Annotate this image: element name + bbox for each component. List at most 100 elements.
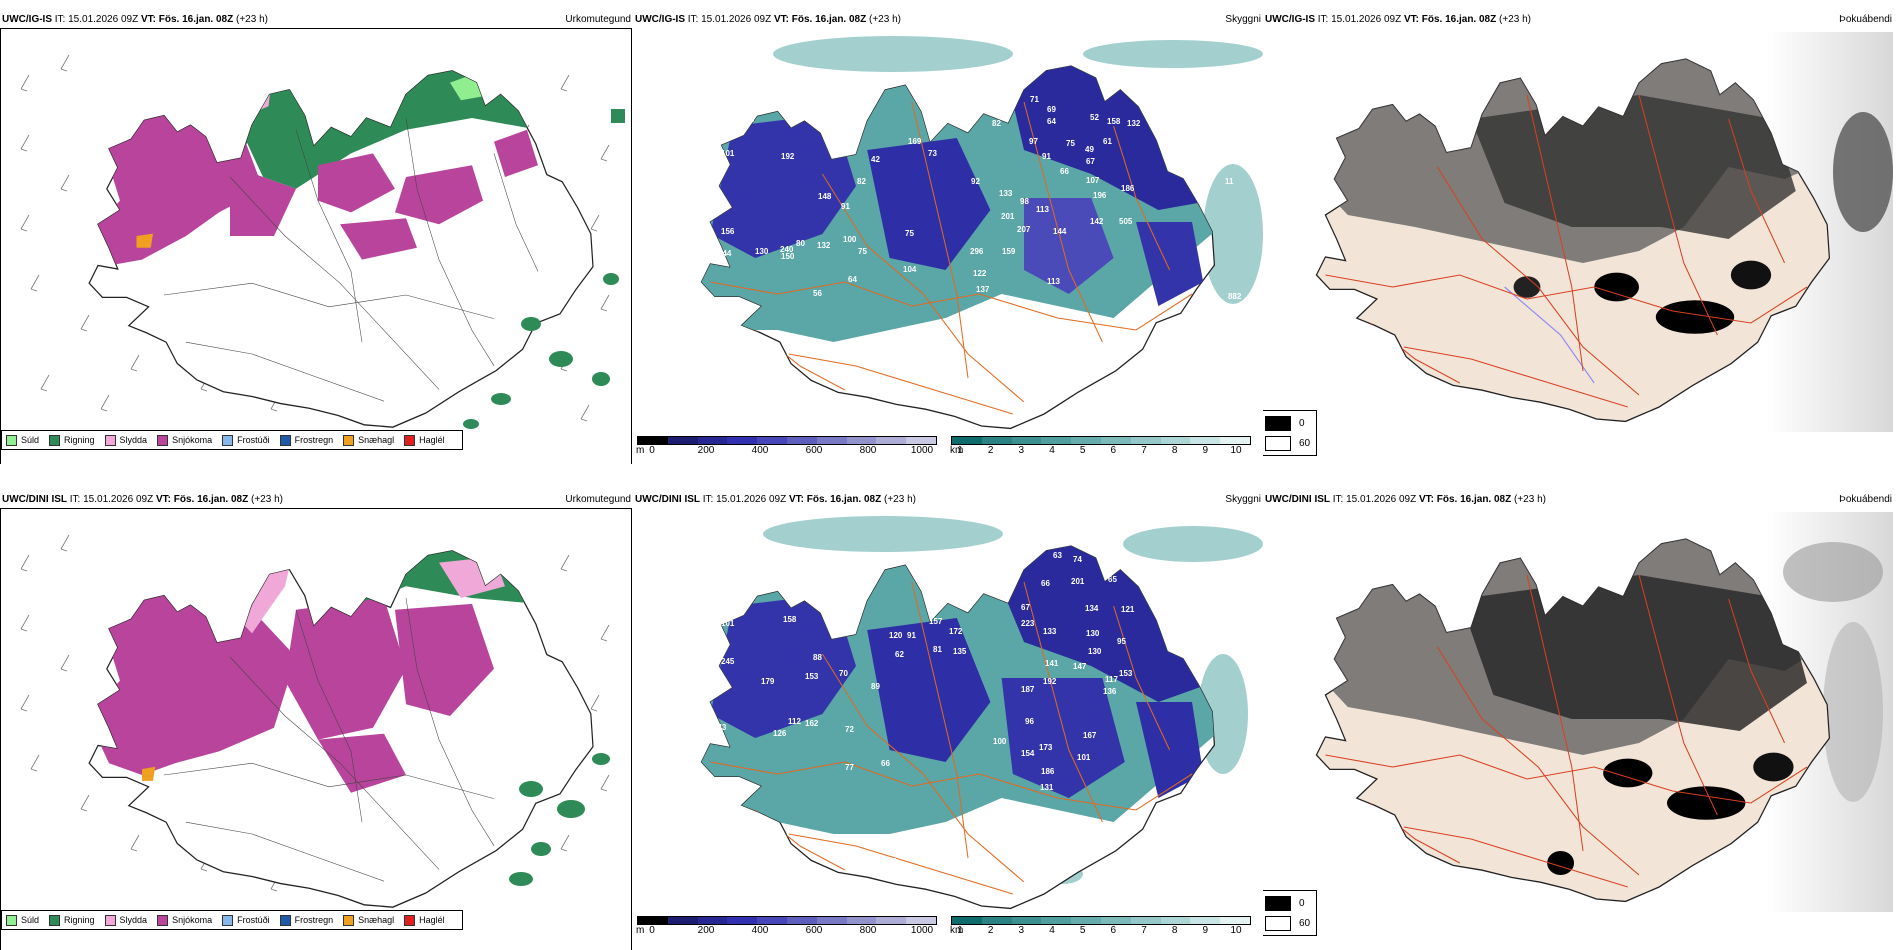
colorbar-swatch [1011, 917, 1042, 924]
label: 245 [721, 657, 735, 666]
label: 100 [843, 235, 857, 244]
colorbar-tick: 2 [987, 445, 994, 456]
label: 69 [1047, 105, 1056, 114]
label: 156 [1173, 581, 1187, 590]
colorbar-tick: 6 [1110, 445, 1117, 456]
colorbar-swatch [1071, 917, 1101, 924]
label: 147 [928, 577, 942, 586]
offshore-rain [509, 753, 610, 886]
label: 101 [721, 149, 735, 158]
cloudbase-labels: 331 126 141 158 101 147 146 128 66 63 74 201 6… [679, 551, 1219, 866]
colorbar-swatch [981, 437, 1012, 444]
colorbar-swatch [727, 437, 758, 444]
legend-item: Frostregn [279, 914, 333, 926]
colorbar-unit: km [950, 925, 964, 936]
panel-type-label: Úrkomutegund [565, 14, 631, 25]
colorbar-swatch [846, 437, 877, 444]
label: 88 [813, 653, 822, 662]
colorbar-tick: 8 [1171, 445, 1178, 456]
label: 147 [1073, 662, 1087, 671]
label: 113 [1047, 277, 1060, 286]
label: 186 [1121, 184, 1135, 193]
cloudbase-colorbar: 0 200 400 600 800 1000 m [636, 436, 937, 457]
colorbar-tick: 4 [1049, 445, 1055, 456]
label: 240 [780, 245, 794, 254]
label: 64 [1047, 117, 1056, 126]
fog-legend: 0 60 [1263, 890, 1317, 936]
colorbar-swatch [876, 917, 907, 924]
label: 65 [1108, 575, 1117, 584]
label: 179 [761, 677, 775, 686]
panel-title: UWC/IG-IS IT: 15.01.2026 09Z VT: Fös. 16… [2, 14, 268, 25]
colorbar-swatch [786, 917, 817, 924]
legend-item: Snæhagl [343, 434, 394, 446]
label: 63 [1053, 551, 1062, 560]
fog-legend: 0 60 [1263, 410, 1317, 456]
legend-item: Súld [6, 434, 39, 446]
colorbar-tick: 1000 [910, 445, 934, 456]
label: 95 [1117, 637, 1126, 646]
label: 126 [733, 569, 747, 578]
panel-title: UWC/DINI ISL IT: 15.01.2026 09Z VT: Fös.… [635, 494, 916, 505]
colorbar-tick: 4 [1049, 925, 1055, 936]
label: 133 [1043, 627, 1057, 636]
label: 142 [1090, 217, 1104, 226]
colorbar-swatch [757, 437, 787, 444]
label: 122 [973, 269, 987, 278]
label: 505 [1119, 217, 1133, 226]
label: 157 [929, 617, 943, 626]
label: 126 [773, 729, 787, 738]
colorbar-tick: 8 [1171, 925, 1178, 936]
label: 107 [1086, 176, 1100, 185]
label: 144 [1053, 227, 1067, 236]
precip-panel-top: UWC/IG-IS IT: 15.01.2026 09Z VT: Fös. 16… [0, 14, 633, 464]
colorbar-tick: 3 [1018, 445, 1025, 456]
colorbar-tick: 7 [1141, 445, 1147, 456]
colorbar-unit: km [950, 445, 964, 456]
label: 59 [679, 733, 688, 742]
colorbar-tick: 800 [859, 925, 877, 936]
legend-item: Haglél [404, 914, 445, 926]
label: 92 [971, 177, 980, 186]
visibility-colorbar: 1 2 3 4 5 6 7 8 9 10 km [950, 916, 1251, 937]
colorbar-swatch [1071, 437, 1101, 444]
colorbar-swatch [876, 437, 907, 444]
colorbar-swatch [952, 437, 982, 444]
label: 128 [968, 581, 982, 590]
cloud-panel-bottom: UWC/DINI ISL IT: 15.01.2026 09Z VT: Fös.… [633, 494, 1263, 950]
label: 75 [858, 247, 867, 256]
fog-panel-bottom: UWC/DINI ISL IT: 15.01.2026 09Z VT: Fös.… [1263, 494, 1900, 950]
label: 11 [1225, 177, 1234, 186]
label: 130 [1088, 647, 1102, 656]
colorbar-swatch [1220, 917, 1250, 924]
colorbar-swatch [1041, 437, 1072, 444]
label: 113 [1036, 205, 1049, 214]
label: 130 [755, 247, 769, 256]
legend-item: Frostúði [222, 914, 270, 926]
label: 186 [1041, 767, 1055, 776]
colorbar-tick: 10 [1230, 925, 1242, 936]
label: 75 [905, 229, 914, 238]
label: 206 [1205, 575, 1219, 584]
precip-map [20, 54, 625, 429]
panel-type-label: Úrkomutegund [565, 494, 631, 505]
map-frame [0, 508, 632, 950]
label: 134 [1085, 604, 1099, 613]
label: 120 [889, 631, 903, 640]
label: 196 [1093, 191, 1107, 200]
label: 135 [953, 647, 967, 656]
label: 82 [857, 177, 866, 186]
label: 156 [741, 115, 755, 124]
label: 112 [788, 717, 801, 726]
label: 97 [1029, 137, 1038, 146]
colorbar-swatch [727, 917, 758, 924]
cloudbase-labels: 104 111 156 101 192 148 91 82 42 169 73 82 71 6… [673, 72, 1242, 301]
label: 158 [783, 615, 797, 624]
label: 56 [813, 289, 822, 298]
label: 70 [839, 669, 848, 678]
label: 150 [781, 252, 795, 261]
label: 82 [992, 119, 1001, 128]
label: 158 [1107, 117, 1121, 126]
cloud-map: 331 126 141 158 101 147 146 128 66 63 74 201 6… [679, 516, 1263, 910]
colorbar-tick: 5 [1079, 445, 1086, 456]
